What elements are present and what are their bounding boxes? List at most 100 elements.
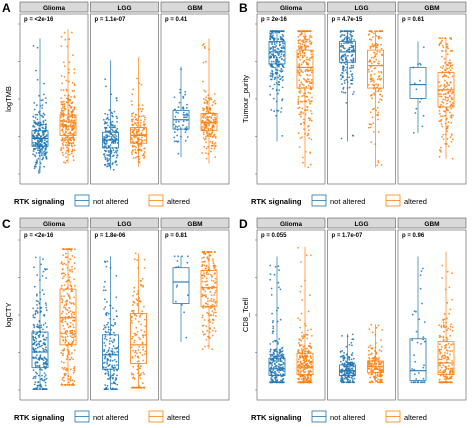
data-point (205, 123, 207, 126)
p-value-label: p = 1.8e-06 (95, 233, 127, 239)
data-point (301, 30, 304, 33)
data-point (206, 329, 209, 332)
data-point (443, 313, 446, 315)
data-point (61, 142, 64, 145)
data-point (302, 35, 305, 38)
data-point (60, 351, 63, 354)
data-point (373, 92, 375, 95)
data-point (375, 380, 378, 382)
data-point (442, 102, 445, 104)
data-point (111, 377, 114, 380)
data-point (209, 107, 212, 109)
data-point (348, 358, 351, 361)
data-point (36, 354, 38, 356)
data-point (306, 73, 308, 76)
data-point (205, 157, 208, 160)
data-point (204, 90, 207, 93)
data-point (348, 46, 351, 49)
data-point (43, 338, 45, 341)
data-point (61, 378, 64, 381)
data-point (204, 280, 207, 283)
data-point (143, 151, 146, 153)
data-point (450, 38, 453, 41)
data-point (64, 331, 67, 334)
data-point (71, 127, 73, 130)
data-point (340, 78, 343, 80)
data-point (439, 149, 441, 151)
data-point (446, 82, 449, 85)
data-point (439, 42, 442, 44)
data-point (271, 332, 274, 335)
data-point (282, 370, 285, 372)
data-point (111, 366, 113, 368)
data-point (61, 277, 64, 280)
data-point (133, 332, 136, 335)
data-point (283, 59, 285, 61)
data-point (281, 79, 284, 82)
data-point (42, 123, 45, 125)
data-point (71, 133, 74, 136)
data-point (422, 46, 425, 49)
data-point (179, 127, 182, 129)
data-point (108, 145, 111, 148)
data-point (67, 118, 69, 121)
data-point (380, 71, 383, 74)
data-point (277, 76, 280, 79)
data-point (174, 115, 177, 118)
data-point (377, 378, 379, 381)
data-point (111, 359, 114, 362)
data-point (45, 365, 47, 368)
data-point (209, 306, 212, 309)
data-point (142, 114, 145, 117)
data-point (111, 364, 114, 367)
data-point (440, 355, 443, 358)
data-point (36, 386, 39, 389)
data-point (43, 376, 46, 378)
data-point (45, 360, 48, 363)
data-point (351, 381, 353, 384)
data-point (143, 121, 145, 123)
data-point (352, 64, 355, 67)
data-point (280, 70, 283, 73)
data-point (106, 113, 109, 116)
data-point (62, 289, 65, 292)
data-point (201, 274, 204, 277)
data-point (113, 151, 116, 154)
data-point (342, 69, 345, 72)
data-point (40, 143, 42, 146)
facet-frame (256, 13, 326, 185)
data-point (131, 322, 133, 324)
data-point (41, 289, 44, 292)
data-point (69, 248, 71, 251)
data-point (110, 124, 113, 126)
data-point (62, 376, 65, 379)
data-point (41, 275, 44, 277)
series-not-altered (31, 38, 49, 174)
data-point (131, 103, 133, 106)
data-point (281, 86, 284, 89)
data-point (302, 94, 305, 97)
data-point (138, 161, 141, 164)
legend-item-label: not altered (93, 197, 128, 206)
data-point (310, 360, 313, 363)
box (268, 357, 286, 376)
data-point (369, 381, 372, 384)
data-point (271, 353, 274, 356)
data-point (214, 100, 216, 102)
data-point (65, 152, 67, 155)
data-point (450, 87, 453, 90)
data-point (138, 115, 141, 118)
data-point (450, 344, 452, 346)
data-point (136, 121, 139, 124)
data-point (203, 138, 206, 141)
data-point (272, 87, 274, 90)
data-point (42, 363, 45, 366)
data-point (301, 95, 304, 97)
data-point (109, 144, 112, 147)
data-point (37, 300, 39, 303)
data-point (214, 120, 217, 123)
data-point (441, 67, 444, 70)
data-point (438, 93, 441, 95)
